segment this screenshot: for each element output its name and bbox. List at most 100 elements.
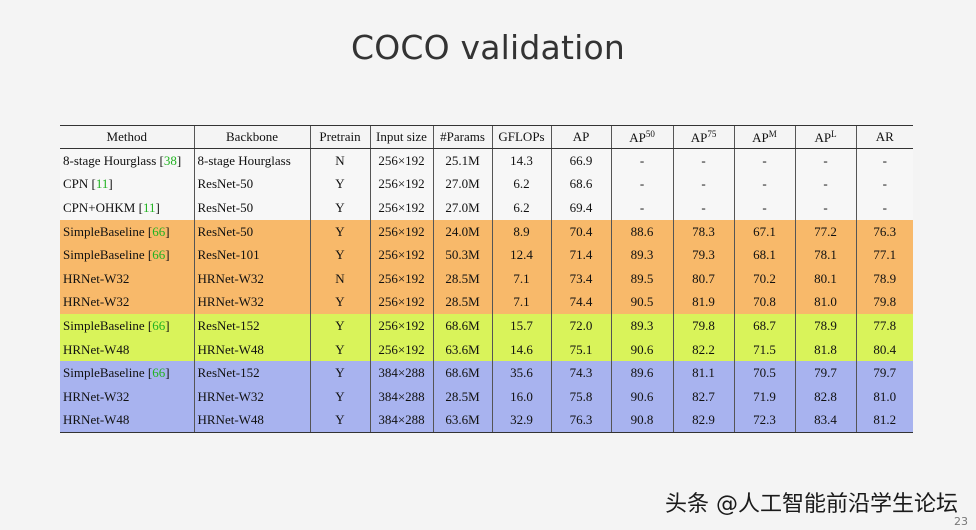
table-cell: - <box>672 172 734 197</box>
table-cell: 89.3 <box>610 314 673 338</box>
table-cell: 15.7 <box>491 314 551 338</box>
table-cell: 81.0 <box>855 384 913 409</box>
table-cell: 35.6 <box>491 361 551 385</box>
table-cell: Y <box>309 337 370 362</box>
table-cell: 384×288 <box>369 408 433 434</box>
table-cell: 6.2 <box>491 172 551 197</box>
method-name: CPN+OHKM <box>63 199 136 215</box>
table-row: CPN+OHKM [11] ResNet-50 Y 256×192 27.0M 6.2 69… <box>60 196 913 220</box>
table-cell: 256×192 <box>369 148 433 173</box>
table-row: SimpleBaseline [66] ResNet-50 Y 256×192 24.0… <box>60 219 913 244</box>
column-header: AP <box>550 125 611 149</box>
table-cell: ResNet-152 <box>193 314 310 338</box>
table-cell: ResNet-50 <box>193 219 310 244</box>
column-header-superscript: 50 <box>645 128 655 139</box>
table-cell: 81.8 <box>794 337 856 362</box>
table-cell: 66.9 <box>550 148 611 173</box>
column-header: AP50 <box>610 125 673 149</box>
table-cell: 88.6 <box>610 219 673 244</box>
table-cell: HRNet-W32 <box>193 266 310 291</box>
citation-link[interactable]: 66 <box>152 317 166 333</box>
table-cell: 256×192 <box>369 172 433 197</box>
table-row: HRNet-W32 HRNet-W32 Y 384×288 28.5M 16.0 75.8 9… <box>60 384 913 409</box>
table-row: HRNet-W32 HRNet-W32 N 256×192 28.5M 7.1 73.4 89… <box>60 266 913 291</box>
table-cell: 14.6 <box>491 337 551 362</box>
table-cell: 81.1 <box>672 361 734 385</box>
table-cell: - <box>672 196 734 220</box>
table-cell: - <box>855 172 913 197</box>
citation-link[interactable]: 66 <box>152 223 166 239</box>
table-cell: - <box>733 148 795 173</box>
table-cell: ResNet-152 <box>193 361 310 385</box>
method-cell: HRNet-W32 <box>60 384 194 409</box>
table-cell: Y <box>309 314 370 338</box>
table-cell: 90.5 <box>610 290 673 315</box>
table-cell: 256×192 <box>369 314 433 338</box>
table-cell: 80.4 <box>855 337 913 362</box>
table-cell: - <box>855 148 913 173</box>
table-row: HRNet-W48 HRNet-W48 Y 384×288 63.6M 32.9 76.3 9… <box>60 408 913 434</box>
column-header: Pretrain <box>309 125 370 149</box>
table-cell: 16.0 <box>491 384 551 409</box>
table-cell: HRNet-W32 <box>193 384 310 409</box>
column-header: Input size <box>369 125 433 149</box>
method-name: SimpleBaseline <box>63 317 145 333</box>
slide-title: COCO validation <box>351 28 625 67</box>
table-cell: 82.8 <box>794 384 856 409</box>
table-cell: - <box>794 148 856 173</box>
column-header: APL <box>794 125 856 149</box>
table-row: SimpleBaseline [66] ResNet-152 Y 256×192 68.… <box>60 314 913 338</box>
table-row: CPN [11] ResNet-50 Y 256×192 27.0M 6.2 68.6- - -… <box>60 172 913 197</box>
table-cell: Y <box>309 290 370 315</box>
table-cell: 28.5M <box>432 384 492 409</box>
table-cell: 77.8 <box>855 314 913 338</box>
table-cell: 8.9 <box>491 219 551 244</box>
table-cell: N <box>309 148 370 173</box>
table-cell: 72.3 <box>733 408 795 434</box>
citation-link[interactable]: 66 <box>152 247 166 263</box>
method-cell: CPN [11] <box>60 172 194 197</box>
citation-link[interactable]: 66 <box>152 365 166 381</box>
table-cell: 50.3M <box>432 243 492 267</box>
table-cell: 70.5 <box>733 361 795 385</box>
table-cell: 79.7 <box>794 361 856 385</box>
table-cell: Y <box>309 408 370 434</box>
results-table: Method Backbone Pretrain Input size #Params G… <box>60 125 913 434</box>
method-name: HRNet-W32 <box>63 388 130 404</box>
table-cell: Y <box>309 361 370 385</box>
page-number: 23 <box>954 515 968 528</box>
table-cell: 78.3 <box>672 219 734 244</box>
column-header-superscript: 75 <box>707 128 717 139</box>
citation-link[interactable]: 11 <box>95 176 109 192</box>
column-header: Method <box>60 125 194 149</box>
method-name: CPN <box>63 176 89 192</box>
table-cell: - <box>610 196 673 220</box>
table-cell: - <box>794 196 856 220</box>
table-cell: 74.4 <box>550 290 611 315</box>
method-cell: HRNet-W48 <box>60 337 194 362</box>
table-cell: 81.0 <box>794 290 856 315</box>
method-cell: 8-stage Hourglass [38] <box>60 148 194 173</box>
column-header: AP75 <box>672 125 734 149</box>
table-cell: ResNet-50 <box>193 172 310 197</box>
method-name: 8-stage Hourglass <box>63 152 157 168</box>
table-row: HRNet-W48 HRNet-W48 Y 256×192 63.6M 14.6 75.1 9… <box>60 337 913 362</box>
table-cell: 81.9 <box>672 290 734 315</box>
table-cell: 32.9 <box>491 408 551 434</box>
table-cell: HRNet-W48 <box>193 337 310 362</box>
table-row: HRNet-W32 HRNet-W32 Y 256×192 28.5M 7.1 74.4 90… <box>60 290 913 315</box>
citation-link[interactable]: 38 <box>163 152 177 168</box>
table-cell: 89.3 <box>610 243 673 267</box>
table-cell: 78.9 <box>794 314 856 338</box>
table-cell: 8-stage Hourglass <box>193 148 310 173</box>
table-cell: 25.1M <box>432 148 492 173</box>
table-cell: 69.4 <box>550 196 611 220</box>
table-cell: 76.3 <box>550 408 611 434</box>
table-cell: Y <box>309 243 370 267</box>
table-row: SimpleBaseline [66] ResNet-152 Y 384×288 68.… <box>60 361 913 385</box>
method-name: HRNet-W32 <box>63 270 130 286</box>
column-header: GFLOPs <box>491 125 551 149</box>
citation-link[interactable]: 11 <box>142 199 156 215</box>
table-cell: - <box>610 148 673 173</box>
